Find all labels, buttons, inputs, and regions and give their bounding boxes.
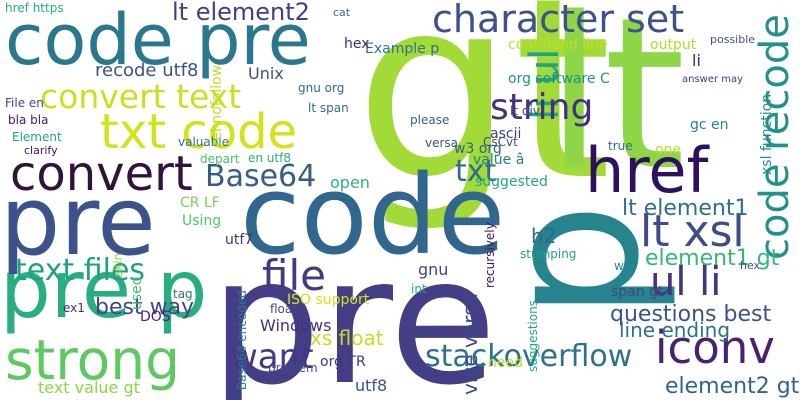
word-valuable: valuable <box>178 135 230 149</box>
word-org-tr: org TR <box>320 354 366 370</box>
word-base64-encoded: Base64 encoded <box>235 290 249 390</box>
word-li: li <box>692 51 701 70</box>
word-en-utf8: en utf8 <box>248 151 291 165</box>
word-xs-float: xs float <box>310 326 384 350</box>
word-float: float <box>270 302 297 316</box>
word-output: output <box>650 37 697 53</box>
word-answer-may: answer may <box>682 74 744 85</box>
word-pre-large: pre <box>210 221 497 400</box>
word-href: href <box>585 134 709 207</box>
word-true: true <box>608 139 633 153</box>
word-href-https: href https <box>5 1 64 15</box>
word-xsl-function: xsl function <box>759 93 775 175</box>
word-lt-span: lt span <box>308 101 349 115</box>
word-gnu-org: gnu org <box>298 81 345 95</box>
word-best-way: best way <box>95 295 195 320</box>
word-utf7: utf7 <box>225 232 254 248</box>
word-dos: DOS <box>140 309 171 325</box>
word-ul-li: ul li <box>650 259 722 305</box>
word-unix: Unix <box>248 64 284 83</box>
word-example-p: Example p <box>365 41 440 57</box>
word-txt-code: txt code <box>100 104 298 160</box>
word-suggested: suggested <box>475 174 548 190</box>
word-lt: lt <box>545 0 686 217</box>
word-txt: txt <box>455 154 497 189</box>
word-recursively: recursively <box>483 222 497 288</box>
word-way: way <box>614 259 639 273</box>
word-file-en: File en <box>5 96 44 110</box>
word-depart: depart <box>200 152 240 166</box>
word-cat: cat <box>333 6 351 19</box>
word-want: want <box>230 337 314 377</box>
word-gt: gt <box>355 0 612 235</box>
word-need: need <box>488 355 523 371</box>
word-w3-org: w3 org <box>454 141 502 157</box>
word-windows: Windows <box>260 316 332 335</box>
word-line-ending: line ending <box>619 318 731 342</box>
word-lt-xsl: lt xsl <box>640 206 745 257</box>
word-stumping: stumping <box>520 247 577 261</box>
word-possible: possible <box>710 33 756 46</box>
word-element2-gt: element2 gt <box>665 374 800 399</box>
word-vice-versa: vice versa <box>458 292 482 395</box>
word-gc-en: gc en <box>690 117 729 133</box>
word-rel-nofollow: rel nofollow <box>209 64 225 146</box>
word-please: please <box>410 113 450 127</box>
word-questions-best: questions best <box>610 302 772 327</box>
word-span-gt: span gt <box>611 284 664 300</box>
word-text-files: text files <box>15 253 146 288</box>
word-stackoverflow: stackoverflow <box>425 339 633 374</box>
word-code-large: code <box>240 151 506 279</box>
word-base64: Base64 <box>205 159 317 194</box>
word-pre-mid: pre <box>0 167 156 277</box>
word-clarify: clarify <box>24 144 58 157</box>
word-suggestions: suggestions <box>526 300 540 372</box>
word-element1-gt: element1 gt <box>645 246 780 271</box>
word-org-software-c: org software C <box>508 71 610 87</box>
word-tag: tag <box>173 287 193 301</box>
word-int: int <box>411 282 427 296</box>
word-bla-bla: bla bla <box>8 113 49 127</box>
word-used: used <box>129 276 145 310</box>
word-value-a: value â <box>473 152 525 168</box>
word-command-line: command line <box>508 37 608 53</box>
word-convert-text: convert text <box>40 77 242 116</box>
word-iconv: iconv <box>655 321 775 374</box>
word-gnu: gnu <box>418 260 449 279</box>
word-cr-lf: CR LF <box>180 195 220 211</box>
word-pre-p: pre p <box>0 243 208 336</box>
word-one: one <box>655 142 682 158</box>
word-ascii: ascii <box>490 126 522 142</box>
word-character-set: character set <box>432 0 685 41</box>
word-h2: h2 <box>531 224 557 248</box>
word-cscvt: CsCvt <box>483 135 518 149</box>
word-hex-small: hex <box>740 259 761 272</box>
word-recode-utf8: recode utf8 <box>95 60 199 81</box>
word-using: Using <box>182 213 222 229</box>
word-element: Element <box>12 130 62 144</box>
word-code-pre: code pre <box>5 0 311 81</box>
word-strong: strong <box>5 328 181 392</box>
word-hex: hex <box>344 36 370 52</box>
word-problem: problem <box>268 361 318 375</box>
word-lt-div: lt div <box>510 104 540 118</box>
word-text-value-gt: text value gt <box>38 378 140 397</box>
word-ex1: ex1 <box>63 301 85 315</box>
word-versa: versa <box>425 136 459 150</box>
word-file: file <box>262 251 326 300</box>
word-skin: skin <box>111 252 125 277</box>
word-convert: convert <box>10 146 193 202</box>
word-iso-support: ISO support <box>287 292 370 308</box>
word-string: string <box>490 87 594 128</box>
word-open: open <box>330 173 370 192</box>
word-lt-element2: lt element2 <box>172 0 310 26</box>
word-lt-element1: lt element1 <box>622 196 749 221</box>
word-utf8: utf8 <box>355 376 388 395</box>
